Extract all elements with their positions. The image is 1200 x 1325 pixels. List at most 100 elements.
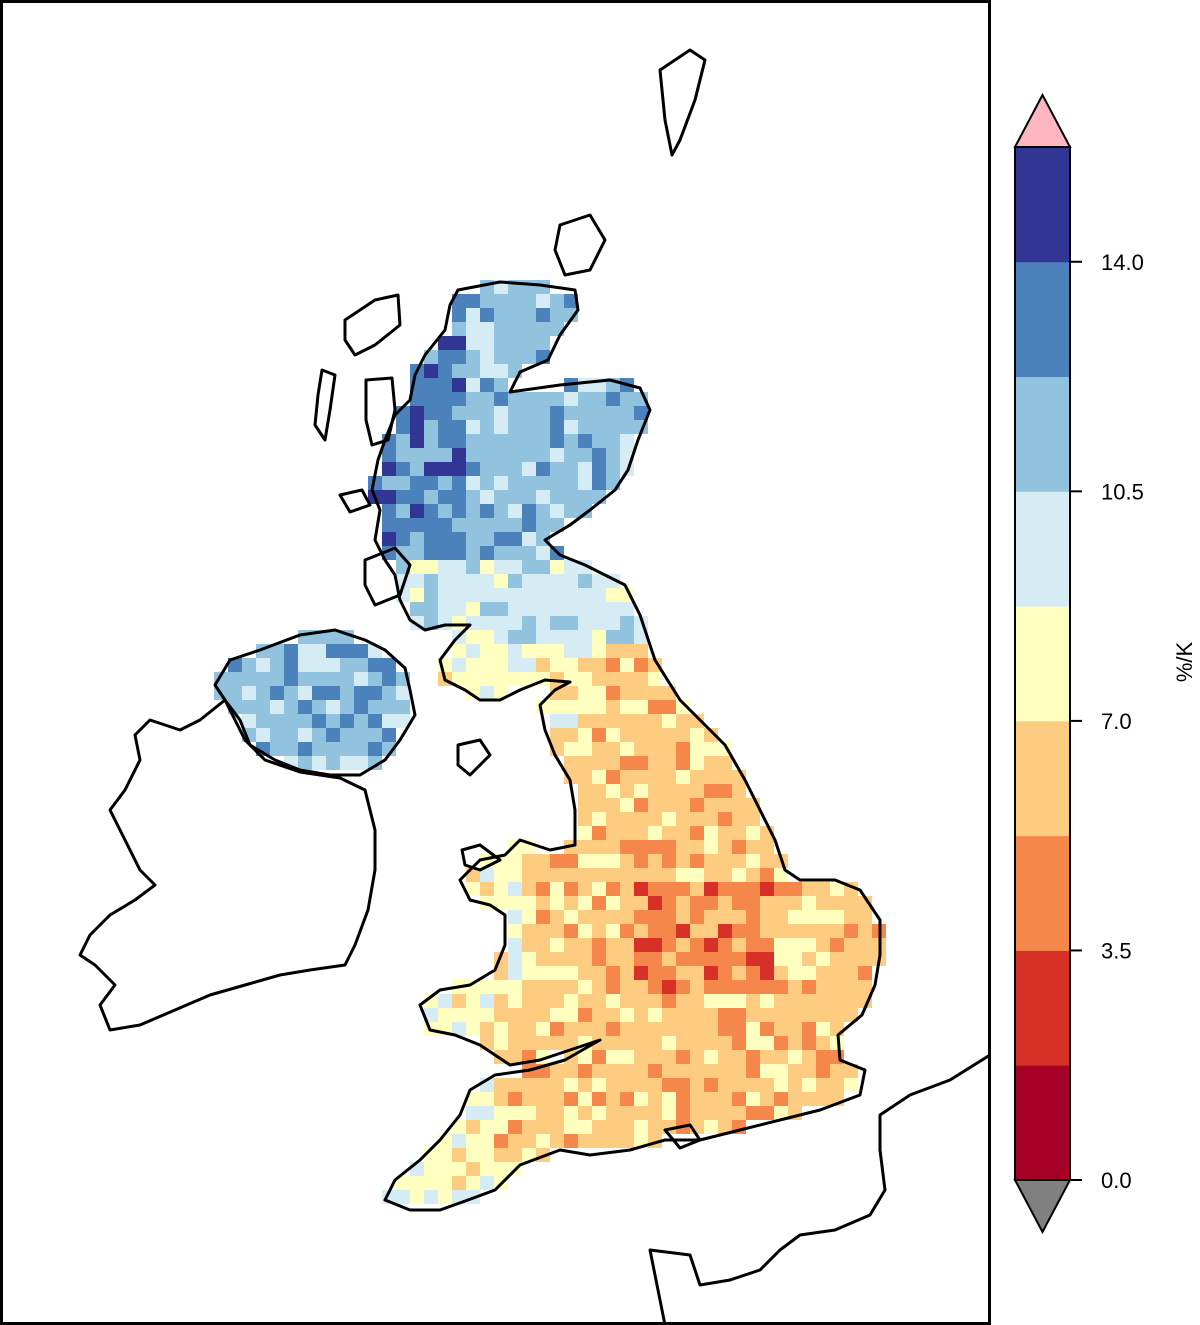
land-cell: [284, 742, 298, 756]
land-cell: [620, 1092, 634, 1106]
land-cell: [368, 686, 382, 700]
land-cell: [676, 994, 690, 1008]
land-cell: [382, 490, 396, 504]
land-cell: [480, 476, 494, 490]
land-cell: [256, 672, 270, 686]
land-cell: [564, 476, 578, 490]
land-cell: [648, 1106, 662, 1120]
land-cell: [452, 546, 466, 560]
land-cell: [718, 1050, 732, 1064]
land-cell: [298, 728, 312, 742]
land-cell: [396, 1176, 410, 1190]
land-cell: [858, 896, 872, 910]
island-coastline: [363, 546, 412, 607]
land-cell: [816, 910, 830, 924]
land-cell: [592, 938, 606, 952]
land-cell: [732, 896, 746, 910]
land-cell: [746, 1106, 760, 1120]
land-cell: [382, 476, 396, 490]
land-cell: [480, 294, 494, 308]
land-cell: [550, 490, 564, 504]
land-cell: [466, 448, 480, 462]
land-cell: [676, 980, 690, 994]
land-cell: [592, 644, 606, 658]
land-cell: [578, 448, 592, 462]
land-cell: [718, 868, 732, 882]
land-cell: [606, 840, 620, 854]
land-cell: [438, 364, 452, 378]
land-cell: [550, 1036, 564, 1050]
land-cell: [536, 854, 550, 868]
land-cell: [732, 1064, 746, 1078]
land-cell: [592, 616, 606, 630]
land-cell: [284, 644, 298, 658]
land-cell: [312, 714, 326, 728]
land-cell: [592, 1120, 606, 1134]
land-cell: [802, 1022, 816, 1036]
land-cell: [494, 322, 508, 336]
land-cell: [830, 1008, 844, 1022]
land-cell: [634, 658, 648, 672]
land-cell: [704, 1064, 718, 1078]
land-cell: [536, 1078, 550, 1092]
land-cell: [424, 588, 438, 602]
land-cell: [774, 1050, 788, 1064]
land-cell: [592, 966, 606, 980]
land-cell: [844, 1064, 858, 1078]
land-cell: [536, 966, 550, 980]
land-cell: [704, 1120, 718, 1134]
land-cell: [410, 392, 424, 406]
land-cell: [634, 686, 648, 700]
land-cell: [438, 378, 452, 392]
land-cell: [522, 280, 536, 294]
land-cell: [648, 980, 662, 994]
land-cell: [564, 966, 578, 980]
land-cell: [634, 1022, 648, 1036]
land-cell: [662, 1022, 676, 1036]
land-cell: [522, 1022, 536, 1036]
land-cell: [592, 1008, 606, 1022]
colorbar-tick-label: 0.0: [1101, 1168, 1132, 1193]
land-cell: [718, 756, 732, 770]
land-cell: [452, 378, 466, 392]
land-cell: [592, 406, 606, 420]
land-cell: [746, 1078, 760, 1092]
land-cell: [704, 966, 718, 980]
land-cell: [256, 700, 270, 714]
land-cell: [676, 924, 690, 938]
land-cell: [774, 966, 788, 980]
land-cell: [550, 994, 564, 1008]
land-cell: [536, 896, 550, 910]
land-cell: [270, 728, 284, 742]
land-cell: [592, 756, 606, 770]
land-cell: [578, 1092, 592, 1106]
land-cell: [774, 882, 788, 896]
land-cell: [466, 546, 480, 560]
land-cell: [550, 308, 564, 322]
land-cell: [494, 476, 508, 490]
land-cell: [354, 644, 368, 658]
land-cell: [410, 406, 424, 420]
land-cell: [466, 560, 480, 574]
land-cell: [690, 1050, 704, 1064]
land-cell: [732, 812, 746, 826]
land-cell: [718, 952, 732, 966]
land-cell: [410, 602, 424, 616]
land-cell: [648, 784, 662, 798]
land-cell: [480, 1134, 494, 1148]
land-cell: [662, 854, 676, 868]
land-cell: [452, 1176, 466, 1190]
land-cell: [522, 294, 536, 308]
land-cell: [438, 476, 452, 490]
land-cell: [508, 896, 522, 910]
land-cell: [550, 560, 564, 574]
land-cell: [522, 420, 536, 434]
land-cell: [550, 392, 564, 406]
land-cell: [634, 728, 648, 742]
land-cell: [788, 1022, 802, 1036]
land-cell: [704, 1092, 718, 1106]
land-cell: [424, 434, 438, 448]
land-cell: [382, 714, 396, 728]
land-cell: [634, 644, 648, 658]
land-cell: [536, 420, 550, 434]
